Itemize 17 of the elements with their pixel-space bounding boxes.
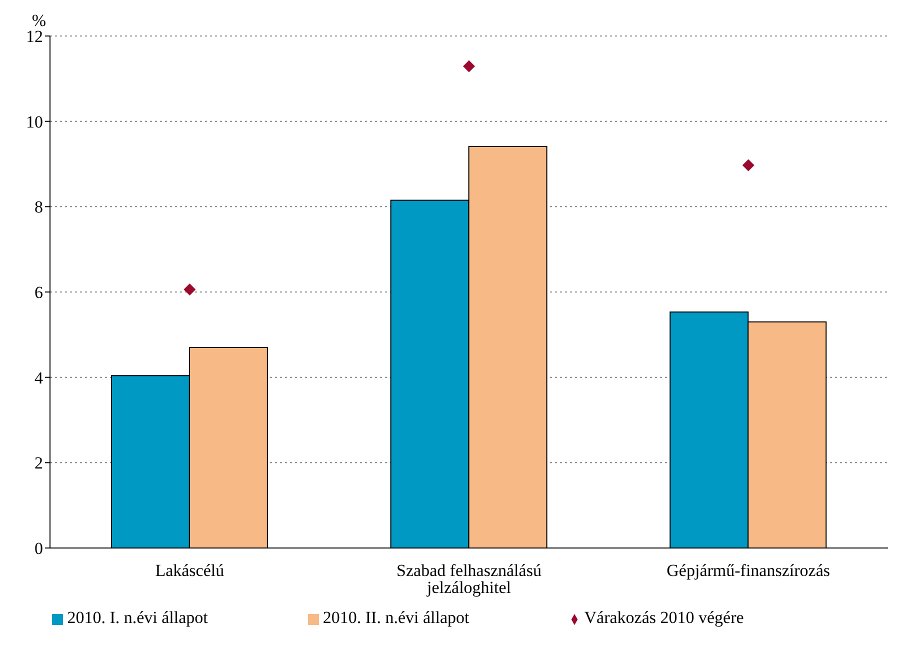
x-tick-label: Lakáscélú [155, 561, 225, 580]
y-tick-label: 12 [26, 27, 43, 46]
y-tick-label: 0 [34, 539, 43, 558]
x-tick-label: Szabad felhasználású jelzáloghitel [396, 561, 542, 598]
legend-label: 2010. I. n.évi állapot [67, 608, 208, 627]
y-axis-title: % [32, 11, 46, 30]
y-tick-label: 10 [26, 112, 43, 132]
y-tick-label: 8 [34, 198, 43, 217]
point [742, 159, 754, 172]
y-tick-label: 2 [34, 454, 43, 473]
legend-label: Várakozás 2010 végére [584, 608, 744, 627]
point [184, 283, 196, 296]
x-tick-label: Gépjármű-finanszírozás [666, 561, 830, 580]
point [463, 60, 475, 72]
y-tick-label: 4 [34, 368, 44, 388]
legend-label: 2010. II. n.évi állapot [322, 608, 470, 627]
y-tick-label: 6 [34, 283, 43, 302]
